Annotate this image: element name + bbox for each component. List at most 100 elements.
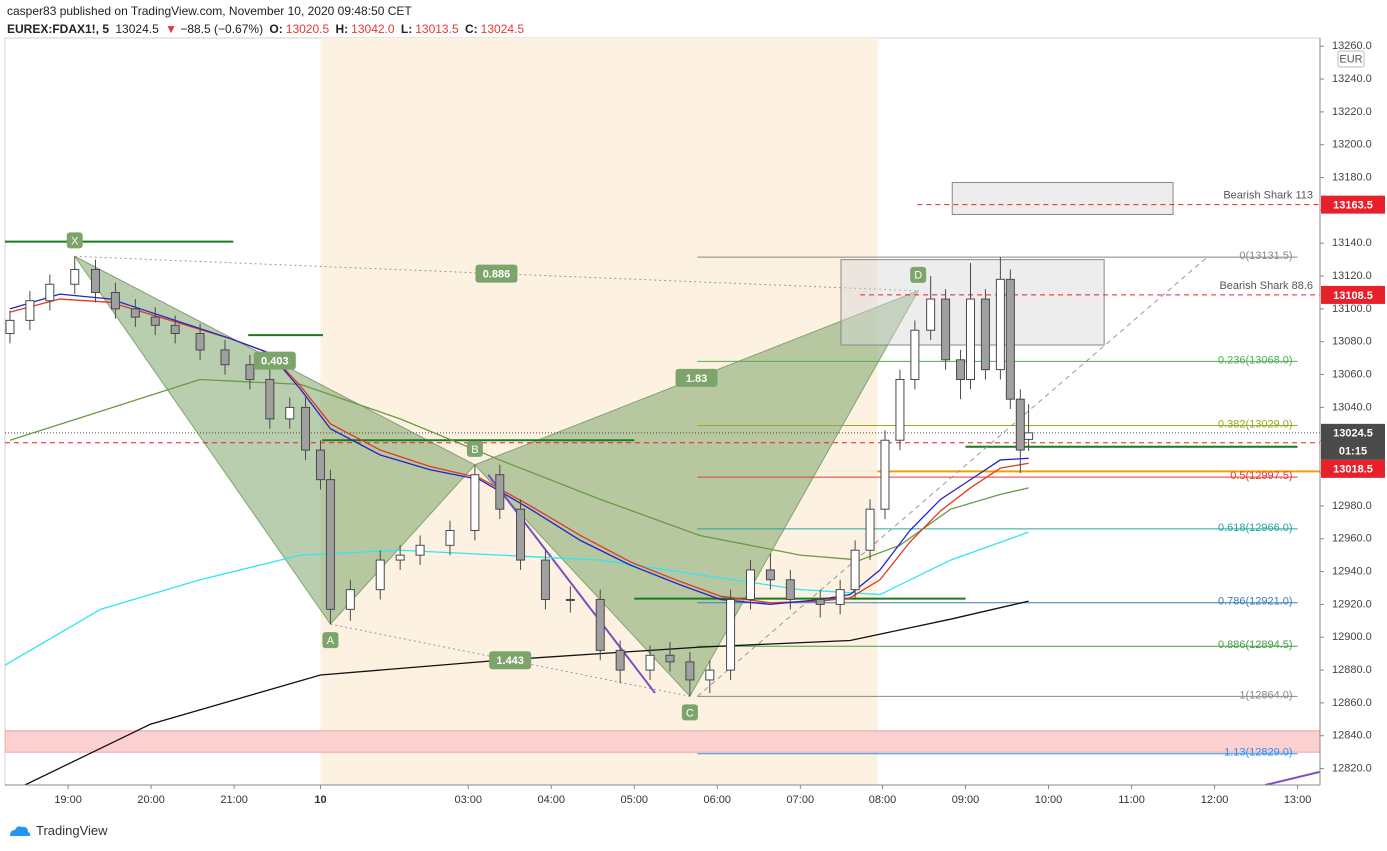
- candle-body: [495, 474, 505, 510]
- candle-body: [815, 598, 825, 605]
- y-tick-label: 12920.0: [1332, 598, 1372, 610]
- x-tick-label: 21:00: [220, 794, 248, 806]
- brand-logo: [10, 825, 31, 836]
- ohlc-value: 13042.0: [351, 22, 395, 36]
- price-label: 13018.5: [1333, 464, 1373, 476]
- fib-label: 0(13131.5): [1239, 250, 1292, 262]
- publisher: casper83 published on TradingView.com, N…: [7, 4, 412, 18]
- y-tick-label: 13140.0: [1332, 237, 1372, 249]
- moving-average: [9, 293, 1029, 606]
- x-tick-label: 12:00: [1201, 794, 1229, 806]
- trend-line: [697, 256, 1208, 697]
- target-label: Bearish Shark 88.6: [1219, 280, 1313, 292]
- candle-body: [345, 589, 355, 610]
- candle-body: [705, 669, 715, 681]
- candle-body: [90, 268, 100, 293]
- ratio-line: [474, 290, 919, 466]
- fib-label: 0.886(12894.5): [1218, 639, 1293, 651]
- price-label-box: [1321, 423, 1385, 460]
- pattern-point-box: [466, 440, 483, 457]
- candle-body: [45, 283, 55, 302]
- ohlc-label: O:: [269, 22, 283, 36]
- x-tick-label: 03:00: [454, 794, 482, 806]
- candle-body: [110, 291, 120, 310]
- price-labels: 13163.5 13108.5 13024.5 01:15 13018.5: [1321, 195, 1385, 478]
- candle-body: [980, 298, 990, 371]
- candle-body: [325, 479, 335, 610]
- candle-body: [665, 654, 675, 663]
- target-box: [951, 181, 1174, 215]
- candle-body: [785, 579, 795, 600]
- candle-body: [850, 549, 860, 591]
- candle-body: [245, 364, 255, 380]
- fib-label: 0.236(13068.0): [1218, 354, 1293, 366]
- candle-body: [25, 300, 35, 321]
- fib-label: 0.786(12921.0): [1218, 596, 1293, 608]
- y-tick-label: 12940.0: [1332, 565, 1372, 577]
- ohlc-label: C:: [464, 22, 478, 36]
- candle-body: [265, 378, 275, 420]
- candle-body: [1005, 278, 1015, 400]
- candle-body: [285, 406, 295, 420]
- candle-body: [595, 598, 605, 651]
- overlay-labels: 0(13131.5) 0.236(13068.0) 0.382(13029.0) 0.…: [66, 190, 1313, 759]
- candle-body: [1024, 432, 1034, 440]
- candle-body: [1015, 398, 1025, 451]
- candle-body: [395, 554, 405, 561]
- x-tick-label: 10:00: [1035, 794, 1063, 806]
- y-tick-label: 12980.0: [1332, 500, 1372, 512]
- x-tick-label: 08:00: [869, 794, 897, 806]
- zone: [5, 730, 1320, 753]
- pattern-point-box: [681, 704, 698, 721]
- y-tick-label: 13180.0: [1332, 171, 1372, 183]
- x-tick-label: 13:00: [1284, 794, 1312, 806]
- candle-body: [956, 359, 966, 380]
- candle-body: [470, 474, 480, 532]
- y-tick-label: 13060.0: [1332, 368, 1372, 380]
- y-tick-label: 12840.0: [1332, 730, 1372, 742]
- ratio-label: 1.443: [496, 655, 524, 667]
- ratio-box: [489, 651, 532, 670]
- change-arrow: ▼: [165, 22, 177, 36]
- pattern-point-label: X: [71, 235, 79, 247]
- x-tick-label: 11:00: [1118, 794, 1145, 806]
- y-tick-label: 13200.0: [1332, 139, 1372, 151]
- y-tick-label: 12900.0: [1332, 631, 1372, 643]
- ratio-label: 0.886: [483, 268, 511, 280]
- symbol-line: EUREX:FDAX1!, 5 13024.5 ▼ −88.5 (−0.67%)…: [7, 22, 527, 36]
- x-tick-label: 19:00: [54, 794, 82, 806]
- candle-body: [965, 298, 975, 380]
- ohlc-value: 13024.5: [480, 22, 525, 36]
- y-tick-label: 12960.0: [1332, 533, 1372, 545]
- price-label: 13163.5: [1333, 200, 1373, 212]
- ratio-label: 0.403: [261, 356, 289, 368]
- moving-averages: [5, 293, 1029, 785]
- x-tick-label: 04:00: [537, 794, 565, 806]
- candle-body: [415, 544, 425, 556]
- candle-body: [220, 349, 230, 366]
- candle-body: [941, 298, 951, 361]
- pattern-point-box: [322, 632, 339, 649]
- y-tick-label: 12880.0: [1332, 664, 1372, 676]
- ohlc-value: 13013.5: [415, 22, 459, 36]
- brand[interactable]: TradingView: [8, 823, 108, 838]
- candle-body: [895, 378, 905, 441]
- pattern-point-box: [910, 266, 927, 283]
- fib-label: 0.382(13029.0): [1218, 418, 1293, 430]
- price-label: 13024.5: [1333, 428, 1373, 440]
- price-label-box: [1321, 459, 1385, 478]
- fib-label: 1.13(12829.0): [1224, 747, 1293, 759]
- pattern-point-box: [66, 232, 83, 249]
- change: −88.5 (−0.67%): [180, 22, 264, 36]
- fib-label: 1(12864.0): [1239, 689, 1292, 701]
- currency-box: [1337, 50, 1365, 68]
- candle-body: [301, 406, 311, 451]
- y-tick-label: 13240.0: [1332, 73, 1372, 85]
- pattern-point-label: D: [914, 270, 922, 282]
- candle-body: [195, 333, 205, 351]
- fib-label: 0.618(12966.0): [1218, 522, 1293, 534]
- candle-body: [615, 649, 625, 671]
- candle-body: [645, 654, 655, 671]
